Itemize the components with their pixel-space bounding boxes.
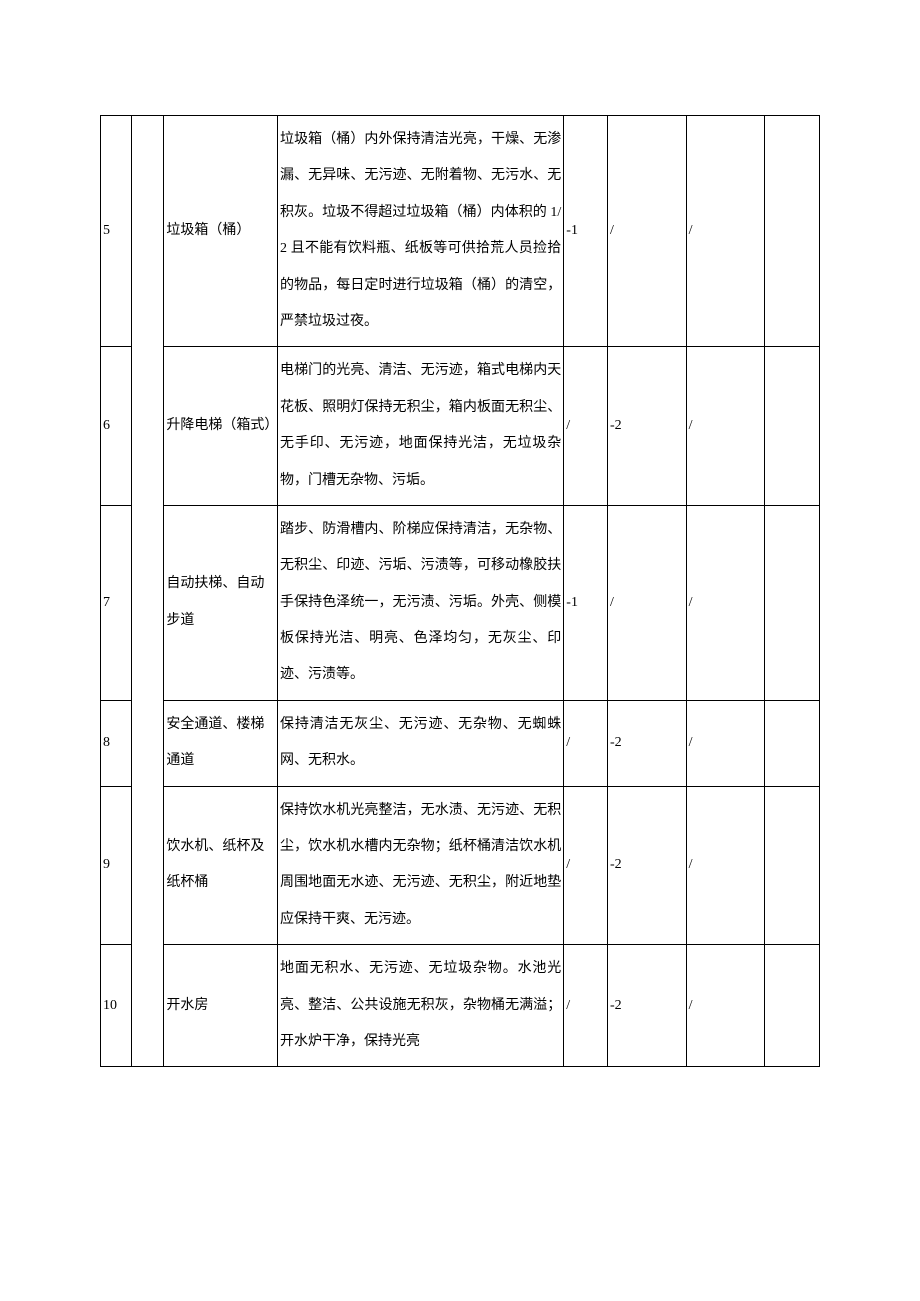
- cell-score-b: -2: [607, 945, 686, 1067]
- cell-score-c: /: [686, 116, 765, 347]
- cell-score-a: /: [564, 786, 608, 945]
- cell-remark: [765, 116, 820, 347]
- cell-score-c: /: [686, 786, 765, 945]
- cell-remark: [765, 945, 820, 1067]
- table-row: 6 升降电梯（箱式） 电梯门的光亮、清洁、无污迹，箱式电梯内天花板、照明灯保持无…: [101, 347, 820, 506]
- cell-item: 垃圾箱（桶）: [164, 116, 278, 347]
- cell-remark: [765, 700, 820, 786]
- cell-desc: 垃圾箱（桶）内外保持清洁光亮，干燥、无渗漏、无异味、无污迹、无附着物、无污水、无…: [278, 116, 564, 347]
- cell-score-a: -1: [564, 116, 608, 347]
- cell-desc: 地面无积水、无污迹、无垃圾杂物。水池光亮、整洁、公共设施无积灰，杂物桶无满溢；开…: [278, 945, 564, 1067]
- cell-score-b: -2: [607, 786, 686, 945]
- cell-num: 9: [101, 786, 132, 945]
- cell-score-c: /: [686, 505, 765, 700]
- cell-remark: [765, 786, 820, 945]
- cell-score-b: /: [607, 505, 686, 700]
- cell-score-b: -2: [607, 700, 686, 786]
- cell-score-a: /: [564, 347, 608, 506]
- cell-desc: 电梯门的光亮、清洁、无污迹，箱式电梯内天花板、照明灯保持无积尘，箱内板面无积尘、…: [278, 347, 564, 506]
- cell-item: 安全通道、楼梯通道: [164, 700, 278, 786]
- cell-desc: 踏步、防滑槽内、阶梯应保持清洁，无杂物、无积尘、印迹、污垢、污渍等，可移动橡胶扶…: [278, 505, 564, 700]
- cell-category: [131, 116, 164, 1067]
- table-row: 8 安全通道、楼梯通道 保持清洁无灰尘、无污迹、无杂物、无蜘蛛网、无积水。 / …: [101, 700, 820, 786]
- cell-item: 升降电梯（箱式）: [164, 347, 278, 506]
- cell-num: 10: [101, 945, 132, 1067]
- cell-score-a: -1: [564, 505, 608, 700]
- cell-score-b: /: [607, 116, 686, 347]
- table-row: 10 开水房 地面无积水、无污迹、无垃圾杂物。水池光亮、整洁、公共设施无积灰，杂…: [101, 945, 820, 1067]
- cell-num: 5: [101, 116, 132, 347]
- table-body: 5 垃圾箱（桶） 垃圾箱（桶）内外保持清洁光亮，干燥、无渗漏、无异味、无污迹、无…: [101, 116, 820, 1067]
- cell-score-c: /: [686, 945, 765, 1067]
- page-container: 5 垃圾箱（桶） 垃圾箱（桶）内外保持清洁光亮，干燥、无渗漏、无异味、无污迹、无…: [0, 0, 920, 1157]
- cell-score-c: /: [686, 347, 765, 506]
- cell-remark: [765, 347, 820, 506]
- cell-item: 自动扶梯、自动步道: [164, 505, 278, 700]
- cell-item: 饮水机、纸杯及纸杯桶: [164, 786, 278, 945]
- cell-desc: 保持清洁无灰尘、无污迹、无杂物、无蜘蛛网、无积水。: [278, 700, 564, 786]
- cell-num: 8: [101, 700, 132, 786]
- inspection-table: 5 垃圾箱（桶） 垃圾箱（桶）内外保持清洁光亮，干燥、无渗漏、无异味、无污迹、无…: [100, 115, 820, 1067]
- cell-score-c: /: [686, 700, 765, 786]
- cell-num: 7: [101, 505, 132, 700]
- table-row: 9 饮水机、纸杯及纸杯桶 保持饮水机光亮整洁，无水渍、无污迹、无积尘，饮水机水槽…: [101, 786, 820, 945]
- cell-score-b: -2: [607, 347, 686, 506]
- cell-remark: [765, 505, 820, 700]
- cell-num: 6: [101, 347, 132, 506]
- cell-desc: 保持饮水机光亮整洁，无水渍、无污迹、无积尘，饮水机水槽内无杂物；纸杯桶清洁饮水机…: [278, 786, 564, 945]
- table-row: 7 自动扶梯、自动步道 踏步、防滑槽内、阶梯应保持清洁，无杂物、无积尘、印迹、污…: [101, 505, 820, 700]
- cell-item: 开水房: [164, 945, 278, 1067]
- cell-score-a: /: [564, 700, 608, 786]
- table-row: 5 垃圾箱（桶） 垃圾箱（桶）内外保持清洁光亮，干燥、无渗漏、无异味、无污迹、无…: [101, 116, 820, 347]
- cell-score-a: /: [564, 945, 608, 1067]
